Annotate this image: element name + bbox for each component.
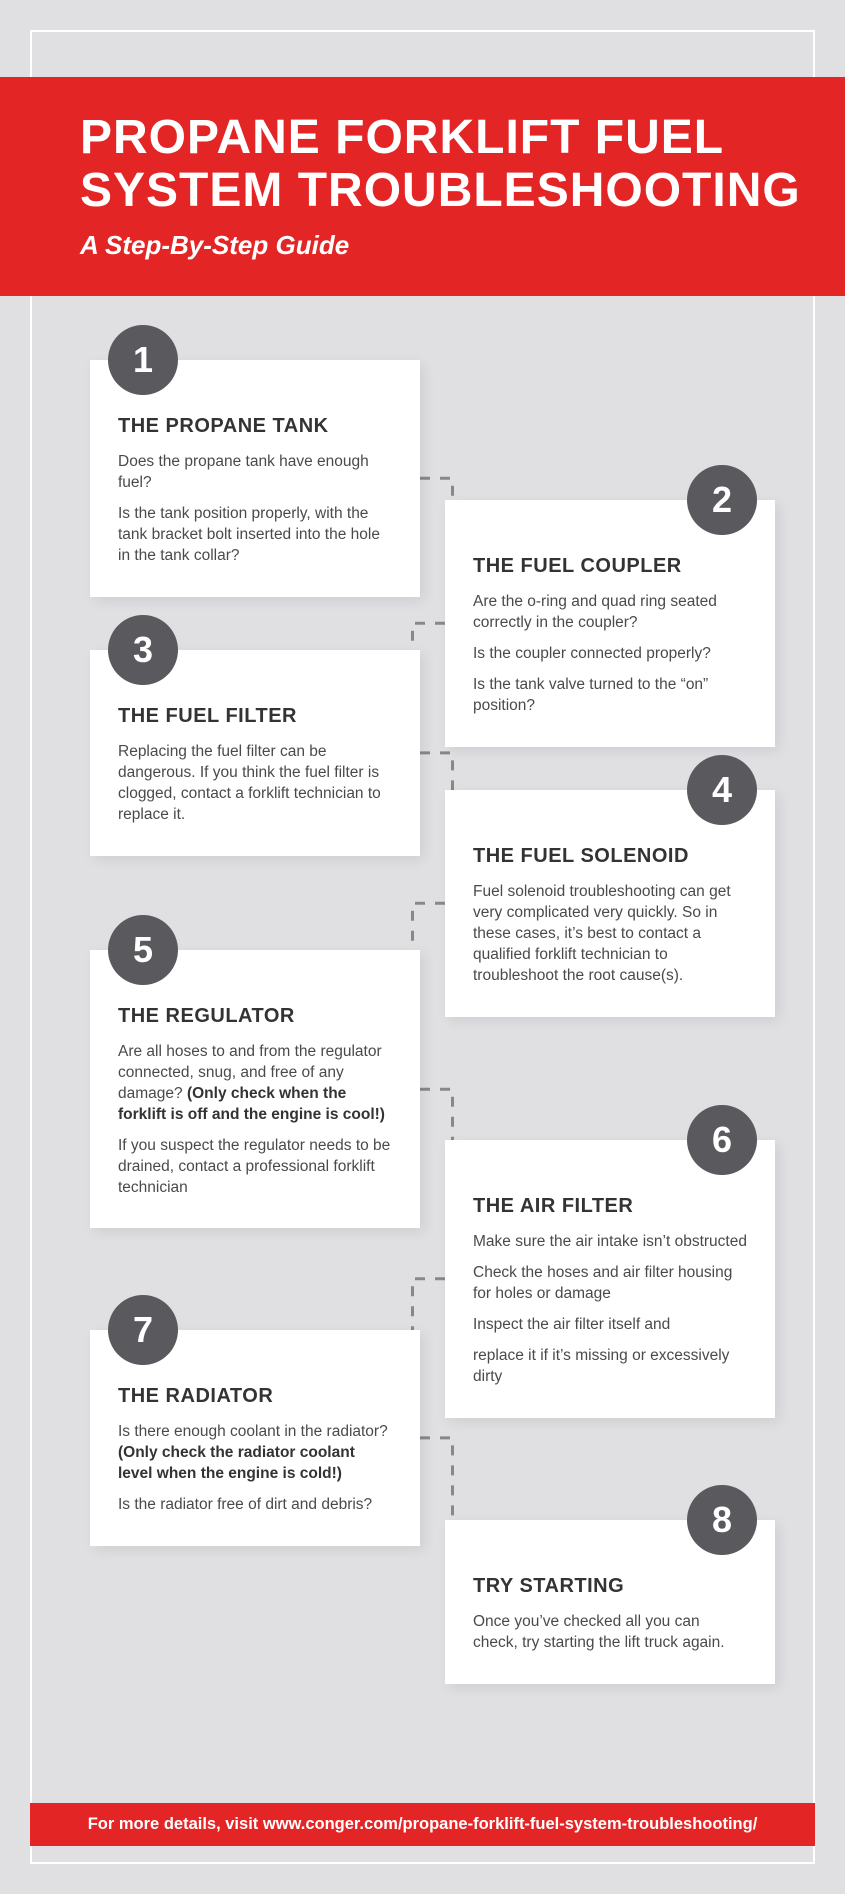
step-badge-6: 6 (687, 1105, 757, 1175)
step-badge-2: 2 (687, 465, 757, 535)
step-title-8: TRY STARTING (473, 1575, 747, 1598)
step-title-5: THE REGULATOR (118, 1005, 392, 1028)
step-badge-5: 5 (108, 915, 178, 985)
step-card-6: 6THE AIR FILTERMake sure the air intake … (445, 1140, 775, 1418)
step-card-2: 2THE FUEL COUPLERAre the o-ring and quad… (445, 500, 775, 747)
header-title: PROPANE FORKLIFT FUEL SYSTEM TROUBLESHOO… (80, 112, 845, 218)
step-card-5: 5THE REGULATORAre all hoses to and from … (90, 950, 420, 1228)
step-body-1: Does the propane tank have enough fuel?I… (118, 452, 392, 567)
step-title-3: THE FUEL FILTER (118, 705, 392, 728)
step-card-8: 8TRY STARTINGOnce you’ve checked all you… (445, 1520, 775, 1684)
step-body-4: Fuel solenoid troubleshooting can get ve… (473, 882, 747, 987)
step-badge-4: 4 (687, 755, 757, 825)
step-body-7: Is there enough coolant in the radiator?… (118, 1422, 392, 1516)
step-badge-1: 1 (108, 325, 178, 395)
step-body-8: Once you’ve checked all you can check, t… (473, 1612, 747, 1654)
step-title-6: THE AIR FILTER (473, 1195, 747, 1218)
step-card-3: 3THE FUEL FILTERReplacing the fuel filte… (90, 650, 420, 856)
step-body-5: Are all hoses to and from the regulator … (118, 1042, 392, 1198)
step-badge-3: 3 (108, 615, 178, 685)
step-title-1: THE PROPANE TANK (118, 415, 392, 438)
title-line-1: PROPANE FORKLIFT FUEL (80, 111, 724, 164)
step-title-7: THE RADIATOR (118, 1385, 392, 1408)
steps-area: 1 THE PROPANE TANK Does the propane tank h… (60, 320, 785, 1794)
step-card-7: 7THE RADIATORIs there enough coolant in … (90, 1330, 420, 1546)
step-body-2: Are the o-ring and quad ring seated corr… (473, 592, 747, 717)
step-card-1: 1THE PROPANE TANKDoes the propane tank h… (90, 360, 420, 597)
header-subtitle: A Step-By-Step Guide (80, 230, 845, 261)
step-body-6: Make sure the air intake isn’t obstructe… (473, 1232, 747, 1388)
step-badge-8: 8 (687, 1485, 757, 1555)
step-card-4: 4THE FUEL SOLENOIDFuel solenoid troubles… (445, 790, 775, 1017)
step-title-4: THE FUEL SOLENOID (473, 845, 747, 868)
footer-band: For more details, visit www.conger.com/p… (30, 1803, 815, 1846)
title-line-2: SYSTEM TROUBLESHOOTING (80, 164, 801, 217)
footer-text: For more details, visit www.conger.com/p… (88, 1815, 758, 1833)
step-badge-7: 7 (108, 1295, 178, 1365)
step-title-2: THE FUEL COUPLER (473, 555, 747, 578)
header-band: PROPANE FORKLIFT FUEL SYSTEM TROUBLESHOO… (0, 77, 845, 296)
step-body-3: Replacing the fuel filter can be dangero… (118, 742, 392, 826)
